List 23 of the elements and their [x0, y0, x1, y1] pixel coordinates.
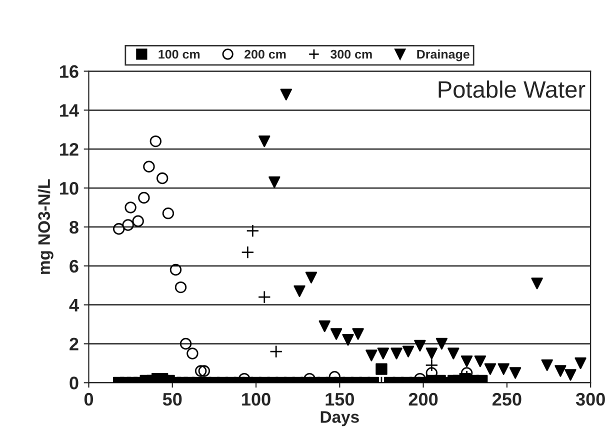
x-tick-label: 0: [84, 392, 94, 406]
x-tick-label: 100: [242, 392, 270, 406]
y-tick-label: 4: [69, 298, 79, 312]
x-tick-label: 50: [162, 392, 182, 406]
y-tick-label: 10: [60, 182, 78, 195]
legend-label: 300 cm: [330, 50, 372, 59]
x-tick-label: 200: [408, 392, 438, 406]
legend-label: 200 cm: [244, 50, 286, 59]
y-tick-label: 0: [70, 376, 78, 390]
y-tick-label: 6: [70, 260, 78, 273]
y-tick-label: 16: [60, 65, 78, 78]
y-axis-title: mg NO3-N/L: [38, 179, 54, 274]
x-tick-label: 250: [492, 392, 522, 406]
x-axis-title: Days: [320, 411, 359, 426]
x-tick-label: 300: [576, 392, 605, 406]
x-tick-label: 150: [326, 392, 354, 406]
y-tick-label: 12: [60, 143, 78, 156]
annotation: Potable Water: [438, 80, 586, 98]
legend-label: Drainage: [417, 49, 470, 62]
y-tick-label: 8: [70, 220, 78, 234]
y-tick-label: 14: [60, 104, 79, 117]
y-tick-label: 2: [70, 338, 78, 350]
legend-label: 100 cm: [158, 50, 200, 59]
